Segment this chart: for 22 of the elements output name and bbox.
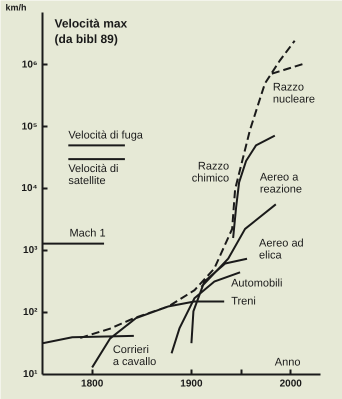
text: Velocità max (da bibl 89)	[54, 16, 128, 46]
series-label: Velocità di fuga	[68, 129, 144, 142]
y-tick-label: 10⁴	[21, 183, 38, 194]
series-label: Mach 1	[70, 228, 106, 240]
series-label: Razzo chimico	[192, 160, 230, 184]
series-label: Aereo a reazione	[260, 171, 302, 196]
series-label: Treni	[231, 295, 256, 308]
y-tick-label: 10²	[23, 307, 38, 318]
x-tick-label: 1900	[180, 378, 203, 390]
series-label: Razzo nucleare	[272, 82, 316, 106]
series-label: Corrieri a cavallo	[112, 344, 156, 368]
series-label: Aereo ad elica	[259, 238, 304, 262]
y-tick-label: 10³	[23, 245, 38, 256]
y-tick-label: 10⁶	[22, 59, 38, 70]
series-label: Automobili	[231, 277, 282, 290]
y-tick-label: 10⁵	[22, 121, 38, 132]
y-tick-label: 10¹	[23, 369, 38, 380]
x-axis-title: Anno	[274, 356, 301, 368]
x-tick-label: 2000	[280, 378, 302, 390]
series-label: Velocità di satellite	[68, 163, 118, 188]
x-tick-label: 1800	[81, 378, 104, 390]
y-axis-title: km/h	[6, 2, 27, 12]
